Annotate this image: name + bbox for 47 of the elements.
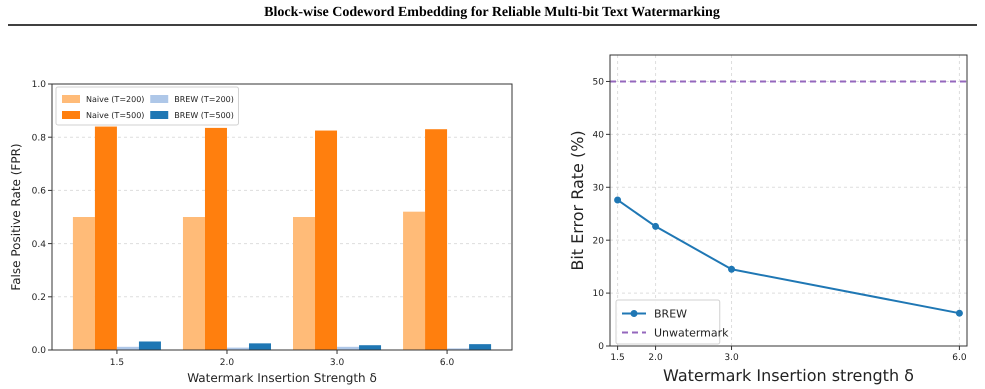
x-tick-label: 6.0 — [440, 358, 454, 368]
legend-label: BREW (T=500) — [174, 110, 234, 120]
legend-label: BREW — [654, 307, 688, 320]
bar — [293, 217, 316, 350]
y-tick-label: 10 — [592, 289, 604, 300]
y-tick-label: 1.0 — [32, 80, 46, 90]
x-axis-title: Watermark Insertion strength δ — [663, 366, 914, 385]
bar — [204, 128, 227, 350]
y-tick-label: 0.2 — [32, 292, 46, 303]
bar — [248, 343, 271, 350]
point — [652, 222, 660, 230]
x-tick-label: 6.0 — [952, 353, 967, 363]
x-tick-label: 1.5 — [110, 358, 124, 368]
y-tick-label: 0 — [598, 342, 604, 352]
bar — [315, 130, 338, 350]
point — [728, 266, 736, 273]
legend-label: Naive (T=200) — [86, 94, 144, 104]
y-tick-label: 0.6 — [32, 186, 46, 197]
x-tick-label: 2.0 — [648, 353, 663, 363]
y-tick-label: 40 — [592, 130, 604, 141]
bar — [425, 129, 448, 350]
x-tick-label: 3.0 — [330, 358, 344, 368]
bar — [138, 341, 161, 350]
bar — [469, 344, 492, 350]
y-tick-label: 30 — [592, 183, 604, 194]
chart-title: Block-wise Codeword Embedding for Reliable Multi-bit Text Watermarking — [264, 5, 720, 20]
legend-label: Unwatermark — [654, 326, 730, 340]
y-tick-label: 0.0 — [32, 346, 46, 356]
bar — [403, 212, 426, 350]
y-tick-label: 0.8 — [32, 133, 46, 144]
bar — [182, 217, 205, 350]
y-tick-label: 0.4 — [32, 240, 46, 250]
x-tick-label: 3.0 — [724, 353, 739, 363]
y-tick-label: 50 — [592, 78, 604, 88]
bar — [72, 217, 95, 350]
x-tick-label: 1.5 — [610, 353, 625, 363]
y-tick-label: 20 — [592, 236, 604, 246]
x-tick-label: 2.0 — [220, 358, 234, 368]
point — [614, 196, 622, 204]
bar — [359, 345, 382, 350]
x-axis-title: Watermark Insertion Strength δ — [187, 371, 377, 385]
y-axis-title: Bit Error Rate (%) — [568, 130, 587, 271]
point — [956, 310, 963, 317]
legend-label: BREW (T=200) — [174, 94, 234, 104]
bar — [94, 126, 117, 350]
y-axis-title: False Positive Rate (FPR) — [9, 143, 23, 291]
legend-label: Naive (T=500) — [86, 110, 144, 120]
